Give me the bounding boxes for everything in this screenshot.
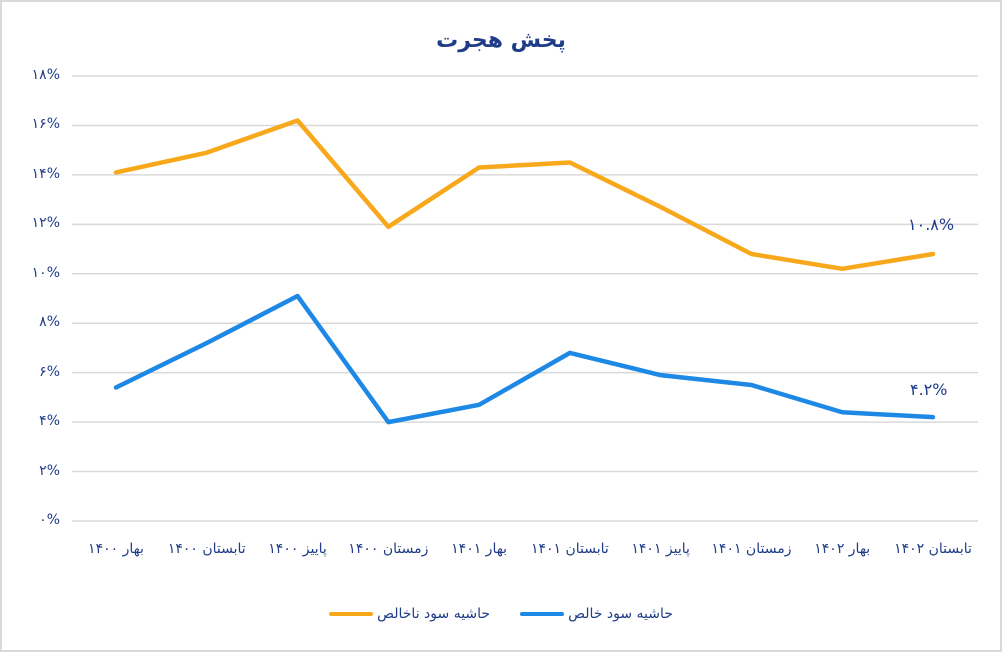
y-tick-label: ۶% xyxy=(39,363,60,380)
legend-swatch-orange xyxy=(329,612,374,616)
y-tick-label: ۰% xyxy=(39,512,60,528)
gross-margin-last-label: ۱۰.۸% xyxy=(908,215,955,234)
legend-label: حاشیه سود ناخالص xyxy=(377,606,491,622)
y-tick-label: ۱۰% xyxy=(31,264,60,281)
x-tick-label: پاییز ۱۴۰۱ xyxy=(631,541,690,557)
chart-title: پخش هجرت xyxy=(436,28,566,53)
x-tick-label: بهار ۱۴۰۲ xyxy=(814,541,871,557)
x-tick-label: زمستان ۱۴۰۰ xyxy=(348,541,429,557)
y-tick-label: ۴% xyxy=(39,413,60,430)
x-tick-label: زمستان ۱۴۰۱ xyxy=(711,541,792,557)
x-tick-label: تابستان ۱۴۰۱ xyxy=(530,541,609,557)
y-tick-label: ۱۲% xyxy=(31,215,60,232)
net-margin-line[interactable] xyxy=(113,293,936,425)
x-tick-label: بهار ۱۴۰۰ xyxy=(88,541,144,557)
x-tick-label: پاییز ۱۴۰۰ xyxy=(268,541,327,557)
legend: حاشیه سود خالص حاشیه سود ناخالص xyxy=(0,606,1002,622)
x-tick-label: بهار ۱۴۰۱ xyxy=(451,541,508,557)
y-tick-label: ۱۴% xyxy=(31,165,60,182)
gross-margin-line[interactable] xyxy=(113,118,936,272)
x-tick-label: تابستان ۱۴۰۲ xyxy=(894,541,972,557)
y-tick-label: ۸% xyxy=(39,314,60,331)
legend-swatch-blue xyxy=(520,612,565,616)
legend-item-gross-margin[interactable]: حاشیه سود ناخالص xyxy=(329,606,490,622)
net-margin-last-label: ۴.۲% xyxy=(910,380,948,399)
legend-item-net-margin[interactable]: حاشیه سود خالص xyxy=(520,606,673,622)
y-tick-label: ۲% xyxy=(39,462,60,479)
x-tick-label: تابستان ۱۴۰۰ xyxy=(167,541,246,557)
legend-label: حاشیه سود خالص xyxy=(568,606,673,622)
y-tick-label: ۱۸% xyxy=(31,67,60,83)
y-tick-label: ۱۶% xyxy=(31,116,60,133)
